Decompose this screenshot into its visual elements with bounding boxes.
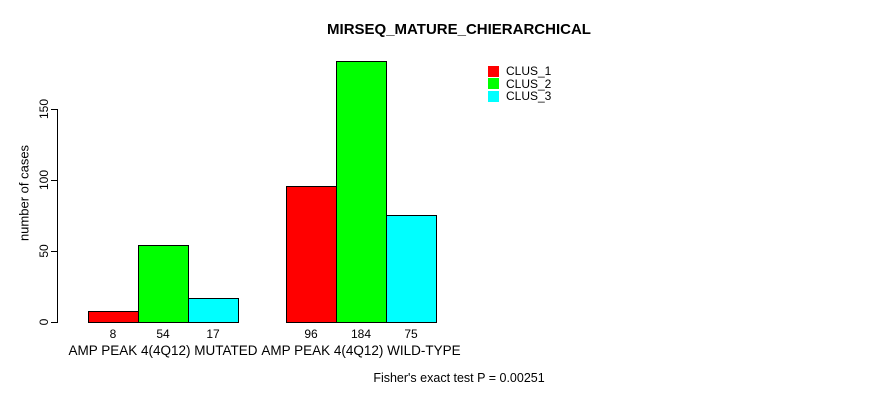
bar-clus_3-group1 (188, 298, 239, 323)
bar-value-label: 75 (404, 327, 418, 341)
legend-swatch-icon (488, 90, 499, 102)
legend-row-clus_3: CLUS_3 (488, 89, 552, 104)
legend-label: CLUS_3 (506, 89, 552, 104)
legend-swatch-icon (488, 65, 499, 77)
bar-clus_1-group1 (88, 311, 139, 323)
y-tick-label: 0 (37, 318, 51, 326)
chart-title: MIRSEQ_MATURE_CHIERARCHICAL (327, 21, 591, 38)
bar-value-label: 8 (109, 327, 117, 341)
legend: CLUS_1 CLUS_2 CLUS_3 (488, 64, 552, 104)
y-tick-label: 100 (37, 169, 51, 191)
legend-row-clus_1: CLUS_1 (488, 64, 552, 79)
legend-row-clus_2: CLUS_2 (488, 76, 552, 91)
bar-value-label: 17 (206, 327, 220, 341)
y-axis-line (57, 109, 58, 323)
bar-clus_3-group2 (386, 215, 437, 323)
y-tick-label: 50 (37, 244, 51, 258)
legend-label: CLUS_1 (506, 64, 552, 79)
category-label: AMP PEAK 4(4Q12) WILD-TYPE (261, 343, 461, 358)
y-axis-label: number of cases (16, 144, 32, 242)
legend-label: CLUS_2 (506, 76, 552, 91)
y-tick-mark (51, 180, 57, 181)
category-label: AMP PEAK 4(4Q12) MUTATED (68, 343, 258, 358)
y-tick-mark (51, 322, 57, 323)
bar-clus_2-group1 (138, 245, 189, 323)
legend-swatch-icon (488, 78, 499, 90)
bar-value-label: 184 (350, 327, 372, 341)
bar-value-label: 54 (156, 327, 170, 341)
bar-clus_2-group2 (336, 61, 387, 323)
bar-value-label: 96 (304, 327, 318, 341)
y-tick-mark (51, 109, 57, 110)
y-tick-label: 150 (37, 98, 51, 120)
y-tick-mark (51, 251, 57, 252)
bar-clus_1-group2 (286, 186, 337, 323)
annotation-fishers-test: Fisher's exact test P = 0.00251 (373, 371, 545, 385)
